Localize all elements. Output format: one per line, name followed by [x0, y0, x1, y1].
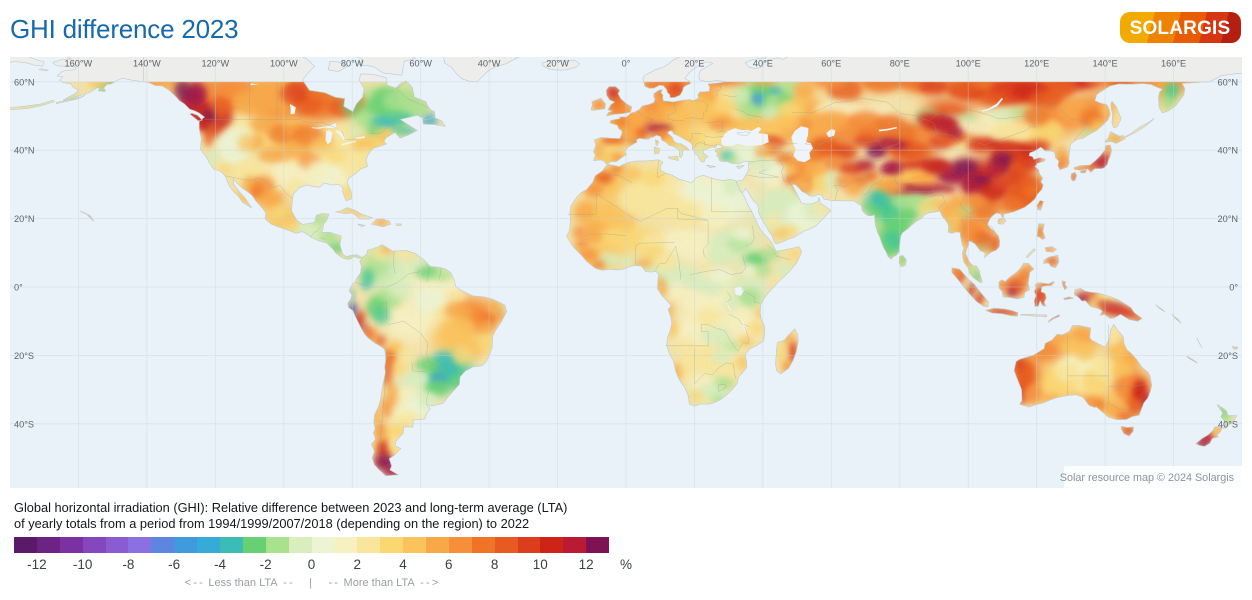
svg-text:40°S: 40°S [14, 419, 34, 429]
svg-text:80°E: 80°E [890, 59, 910, 69]
svg-text:100°E: 100°E [956, 59, 981, 69]
svg-text:40°N: 40°N [1217, 146, 1238, 156]
svg-text:20°E: 20°E [684, 59, 704, 69]
svg-text:SOLARGIS: SOLARGIS [1130, 18, 1231, 39]
svg-text:160°E: 160°E [1161, 59, 1186, 69]
svg-text:40°S: 40°S [1218, 419, 1238, 429]
svg-text:20°N: 20°N [14, 214, 35, 224]
svg-text:120°E: 120°E [1024, 59, 1049, 69]
svg-text:160°W: 160°W [65, 59, 93, 69]
svg-text:Solar resource map © 2024 Sola: Solar resource map © 2024 Solargis [1060, 472, 1235, 484]
svg-text:40°N: 40°N [14, 146, 35, 156]
svg-text:0°: 0° [1229, 283, 1238, 293]
svg-text:20°S: 20°S [1218, 351, 1238, 361]
svg-text:20°S: 20°S [14, 351, 34, 361]
svg-text:60°N: 60°N [1217, 77, 1238, 87]
svg-text:40°E: 40°E [753, 59, 773, 69]
svg-text:20°W: 20°W [546, 59, 569, 69]
svg-text:40°W: 40°W [478, 59, 501, 69]
svg-text:60°W: 60°W [409, 59, 432, 69]
svg-text:60°N: 60°N [14, 77, 35, 87]
svg-text:100°W: 100°W [270, 59, 298, 69]
svg-text:60°E: 60°E [821, 59, 841, 69]
svg-text:0°: 0° [622, 59, 631, 69]
svg-text:120°W: 120°W [201, 59, 229, 69]
svg-text:0°: 0° [14, 283, 23, 293]
svg-text:140°W: 140°W [133, 59, 161, 69]
svg-text:140°E: 140°E [1093, 59, 1118, 69]
svg-text:80°W: 80°W [341, 59, 364, 69]
svg-text:20°N: 20°N [1217, 214, 1238, 224]
